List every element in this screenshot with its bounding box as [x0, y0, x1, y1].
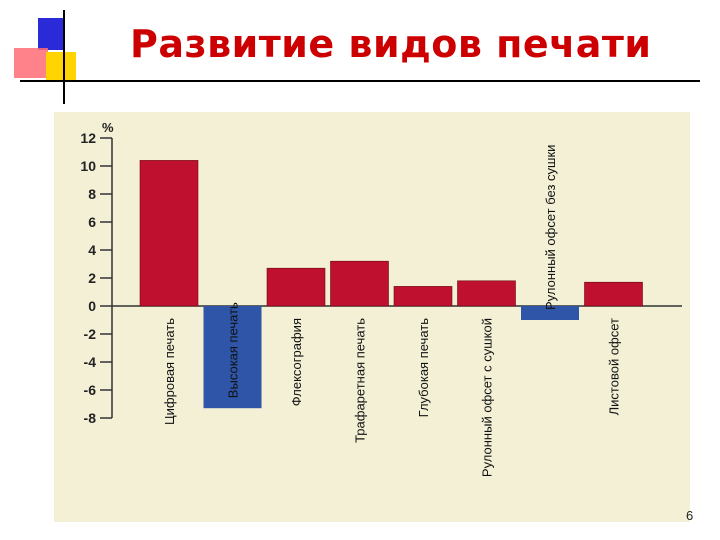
y-tick-label: 0: [88, 298, 96, 314]
category-label-3: Флексография: [289, 318, 304, 406]
y-tick-label: 6: [88, 214, 96, 230]
category-label-4: Трафаретная печать: [353, 318, 368, 443]
category-label-1: Цифровая печать: [162, 318, 177, 425]
y-tick-label: -4: [84, 354, 97, 370]
bar-6: [457, 280, 516, 307]
page-number: 6: [686, 508, 694, 523]
category-label-8: Листовой офсет: [607, 318, 622, 415]
decorative-logo: [14, 10, 76, 104]
bar-3: [266, 267, 326, 307]
y-tick-label: 8: [88, 186, 96, 202]
bar-5: [393, 286, 453, 307]
category-label-7: Рулонный офсет без сушки: [543, 145, 558, 310]
y-tick-label: 4: [88, 242, 96, 258]
y-axis-unit-label: %: [102, 120, 114, 135]
bar-chart: 12 10 8 6 4 2 0 -2 -4 -6 -8% Цифровая печать Высока…: [80, 120, 682, 477]
bar-4: [330, 260, 389, 307]
category-label-2: Высокая печать: [226, 302, 241, 398]
bar-8: [584, 281, 643, 307]
y-tick-label: 12: [80, 130, 96, 146]
chart-panel: 12 10 8 6 4 2 0 -2 -4 -6 -8% Цифровая печать Высока…: [54, 112, 690, 522]
y-tick-label: 10: [80, 158, 96, 174]
bar-1: [139, 160, 199, 307]
bar-7: [521, 306, 579, 320]
y-tick-label: -8: [84, 410, 97, 426]
category-label-6: Рулонный офсет с сушкой: [480, 318, 495, 477]
y-tick-label: -6: [84, 382, 97, 398]
category-label-5: Глубокая печать: [416, 318, 431, 418]
bar-2: [203, 306, 262, 409]
title-divider: [20, 80, 700, 82]
slide-title: Развитие видов печати: [130, 22, 652, 66]
y-tick-label: -2: [84, 326, 97, 342]
y-tick-label: 2: [88, 270, 96, 286]
